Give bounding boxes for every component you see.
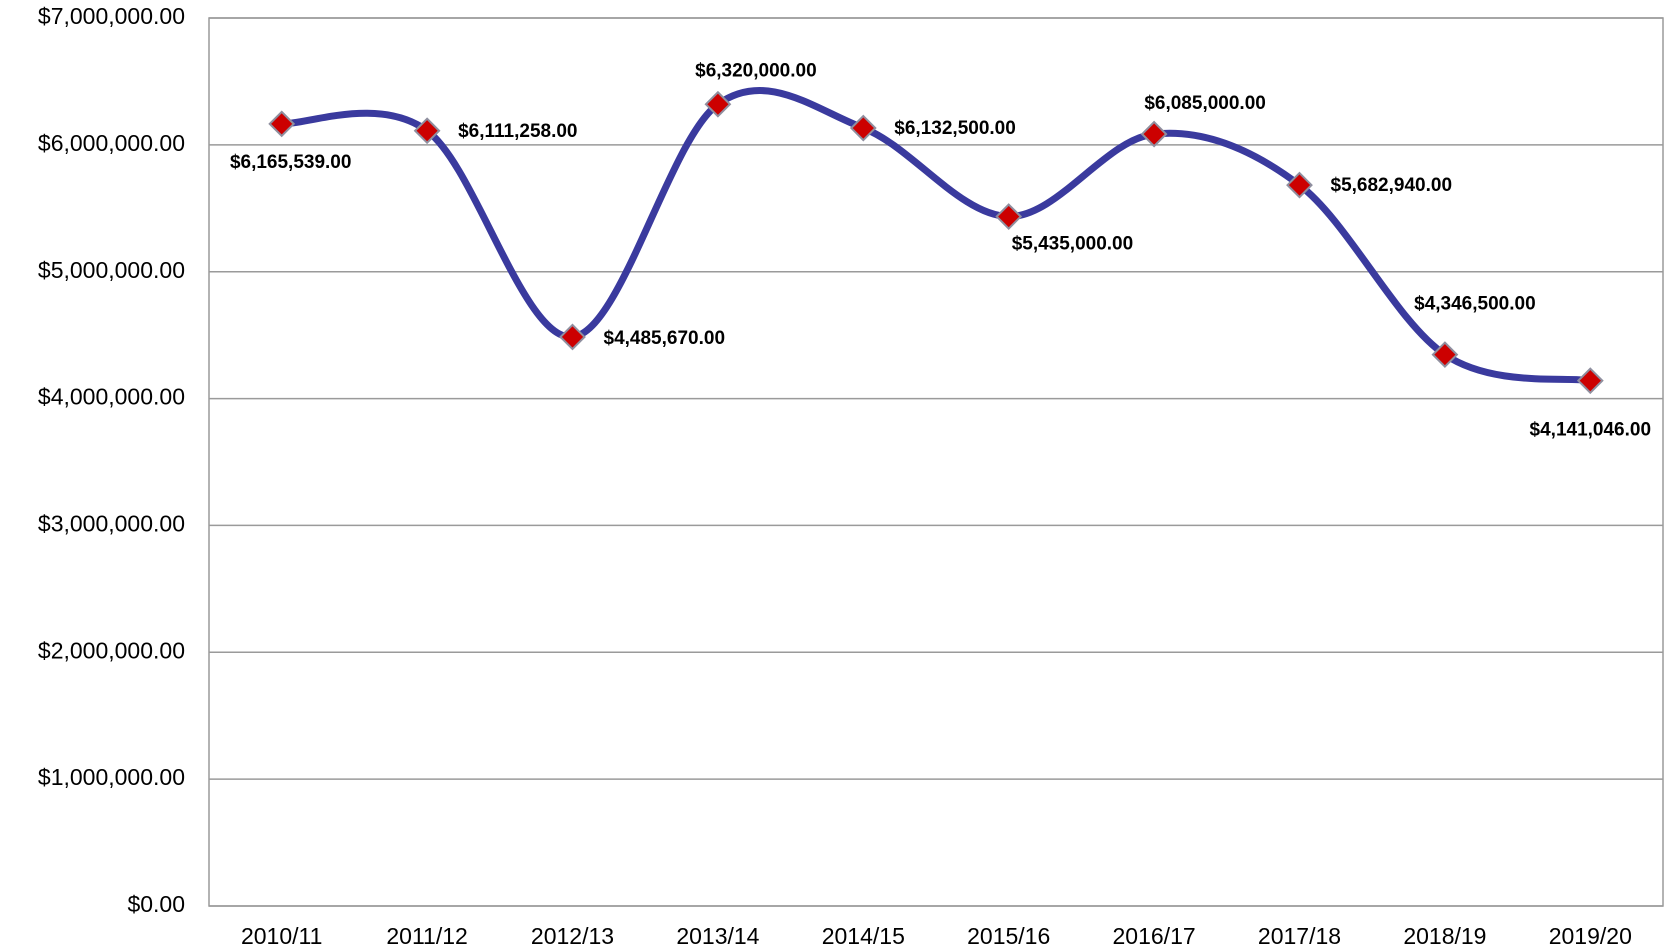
data-label: $4,346,500.00: [1414, 294, 1536, 315]
y-tick-label: $5,000,000.00: [38, 257, 185, 283]
data-label: $6,111,258.00: [458, 121, 577, 142]
data-label: $5,682,940.00: [1331, 175, 1453, 196]
marker: [1286, 171, 1313, 199]
data-label: $6,085,000.00: [1144, 93, 1266, 114]
x-tick-label: 2017/18: [1258, 923, 1341, 948]
x-tick-label: 2016/17: [1113, 923, 1196, 948]
marker: [559, 323, 586, 351]
y-tick-label: $3,000,000.00: [38, 511, 185, 537]
marker: [995, 203, 1023, 230]
x-tick-label: 2012/13: [531, 923, 614, 948]
y-tick-label: $7,000,000.00: [38, 3, 185, 29]
data-label: $6,165,539.00: [230, 152, 352, 173]
x-tick-label: 2013/14: [676, 923, 759, 948]
data-label: $5,435,000.00: [1012, 234, 1134, 255]
y-tick-label: $2,000,000.00: [38, 637, 185, 663]
x-tick-label: 2018/19: [1403, 923, 1486, 948]
line: [278, 86, 1594, 385]
data-label: $6,320,000.00: [695, 60, 817, 81]
marker: [704, 90, 732, 118]
data-label: $4,141,046.00: [1530, 420, 1652, 441]
marker: [1140, 120, 1168, 148]
marker: [268, 110, 296, 138]
x-tick-label: 2019/20: [1549, 923, 1632, 948]
x-tick-label: 2014/15: [822, 923, 905, 948]
data-label: $6,132,500.00: [894, 118, 1016, 139]
marker: [413, 117, 441, 145]
data-label: $4,485,670.00: [604, 328, 726, 349]
marker: [1431, 341, 1459, 369]
x-tick-label: 2011/12: [386, 923, 467, 948]
plot-border: [208, 17, 1664, 907]
y-tick-label: $4,000,000.00: [38, 384, 185, 410]
marker: [849, 114, 877, 142]
y-tick-label: $1,000,000.00: [38, 764, 185, 790]
y-tick-label: $6,000,000.00: [38, 130, 185, 156]
y-tick-label: $0.00: [127, 891, 185, 917]
marker: [1576, 367, 1604, 395]
x-tick-label: 2010/11: [241, 923, 322, 948]
x-tick-label: 2015/16: [967, 923, 1050, 948]
